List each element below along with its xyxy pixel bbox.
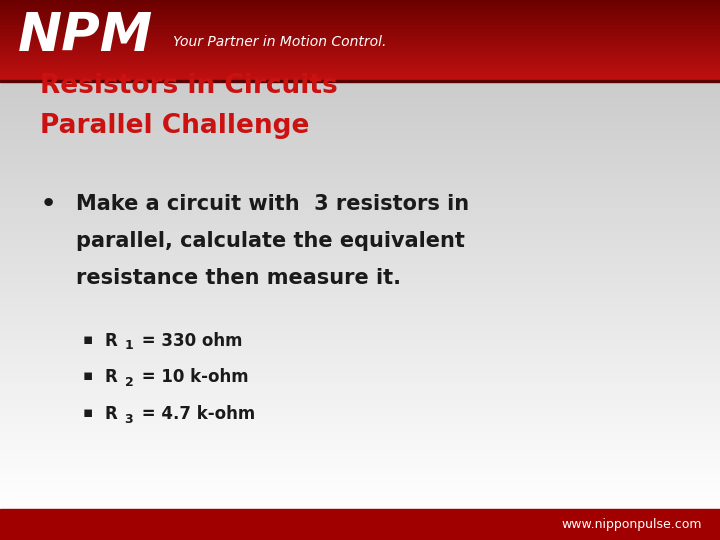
Text: resistance then measure it.: resistance then measure it. — [76, 268, 400, 288]
Text: •: • — [40, 190, 57, 218]
Text: Your Partner in Motion Control.: Your Partner in Motion Control. — [173, 35, 386, 49]
Text: = 4.7 k-ohm: = 4.7 k-ohm — [136, 405, 256, 423]
Text: 1: 1 — [125, 339, 133, 352]
Text: R: R — [104, 332, 117, 349]
Bar — [0, 80, 720, 82]
Text: www.nipponpulse.com: www.nipponpulse.com — [562, 518, 702, 531]
Text: R: R — [104, 405, 117, 423]
Text: Make a circuit with  3 resistors in: Make a circuit with 3 resistors in — [76, 194, 469, 214]
Text: R: R — [104, 368, 117, 386]
Bar — [0, 509, 720, 540]
Text: = 330 ohm: = 330 ohm — [136, 332, 243, 349]
Text: parallel, calculate the equivalent: parallel, calculate the equivalent — [76, 231, 464, 251]
Text: ▪: ▪ — [83, 368, 93, 383]
Text: ▪: ▪ — [83, 332, 93, 347]
Text: 2: 2 — [125, 376, 133, 389]
Text: ▪: ▪ — [83, 405, 93, 420]
Text: NPM: NPM — [18, 10, 153, 62]
Text: Resistors in Circuits: Resistors in Circuits — [40, 73, 338, 99]
Text: 3: 3 — [125, 413, 133, 426]
Text: = 10 k-ohm: = 10 k-ohm — [136, 368, 248, 386]
Text: Parallel Challenge: Parallel Challenge — [40, 113, 309, 139]
